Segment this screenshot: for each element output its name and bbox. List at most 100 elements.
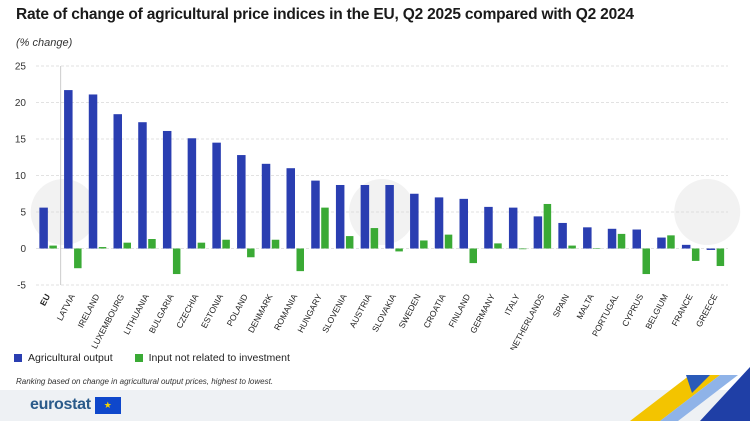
bar-input-not-investment — [98, 247, 107, 249]
bar-input-not-investment — [593, 248, 601, 249]
bar-input-not-investment — [172, 248, 181, 275]
eu-star-icon: ★ — [103, 399, 112, 410]
bar-input-not-investment — [247, 248, 255, 258]
x-tick-label: CROATIA — [421, 292, 447, 330]
legend: Agricultural output Input not related to… — [14, 352, 290, 364]
bar-input-not-investment — [222, 239, 230, 249]
bar-input-not-investment — [148, 239, 156, 249]
bar-agricultural-output — [261, 163, 271, 249]
bar-agricultural-output — [434, 197, 444, 249]
bar-agricultural-output — [88, 94, 98, 249]
bar-agricultural-output — [508, 207, 518, 249]
bar-input-not-investment — [123, 242, 131, 249]
x-tick-label: ITALY — [502, 292, 521, 317]
y-tick-label: 10 — [15, 171, 27, 182]
x-tick-label: GERMANY — [468, 292, 497, 335]
bar-input-not-investment — [321, 207, 329, 249]
x-tick-label: DENMARK — [246, 292, 275, 335]
bar-input-not-investment — [345, 236, 354, 249]
bar-agricultural-output — [459, 198, 468, 249]
y-tick-label: 20 — [15, 98, 27, 109]
eu-flag-icon: ★ — [94, 396, 121, 414]
legend-item-input: Input not related to investment — [134, 352, 290, 364]
x-tick-label: AUSTRIA — [347, 292, 373, 330]
bar-agricultural-output — [286, 168, 295, 249]
x-tick-label: SLOVAKIA — [370, 292, 398, 334]
bar-input-not-investment — [568, 245, 576, 249]
bar-input-not-investment — [494, 243, 502, 249]
x-tick-label: FINLAND — [446, 292, 472, 329]
bar-agricultural-output — [212, 142, 221, 249]
bar-input-not-investment — [518, 248, 527, 250]
bar-input-not-investment — [642, 248, 650, 275]
bar-agricultural-output — [583, 227, 592, 249]
footer-band — [0, 390, 750, 421]
bar-agricultural-output — [385, 184, 394, 249]
bar-agricultural-output — [410, 193, 419, 249]
legend-label-output: Agricultural output — [28, 352, 113, 364]
x-tick-label: LATVIA — [55, 292, 77, 322]
brand-name: eurostat — [30, 396, 91, 413]
legend-swatch-output — [14, 354, 22, 362]
x-tick-label: SLOVENIA — [320, 292, 349, 335]
bar-agricultural-output — [360, 184, 370, 249]
bar-agricultural-output — [113, 114, 122, 249]
y-tick-label: 5 — [20, 208, 26, 219]
legend-swatch-input — [134, 354, 143, 362]
eurostat-logo: eurostat ★ — [30, 396, 121, 414]
chart-subtitle: (% change) — [16, 37, 73, 49]
bar-agricultural-output — [187, 138, 197, 249]
bar-input-not-investment — [543, 203, 552, 249]
bar-agricultural-output — [335, 184, 345, 249]
bar-agricultural-output — [162, 130, 172, 249]
x-tick-label: IRELAND — [75, 292, 101, 329]
bar-input-not-investment — [617, 233, 626, 249]
bar-agricultural-output — [237, 155, 246, 249]
x-tick-label: BULGARIA — [147, 292, 176, 335]
legend-label-input: Input not related to investment — [148, 352, 290, 364]
bar-input-not-investment — [395, 248, 403, 252]
x-tick-label: CZECHIA — [174, 292, 200, 330]
bar-input-not-investment — [370, 228, 379, 249]
bar-chart: -5 0 5 10 15 20 25 EU LATVIAIRELANDLUXEMBOURGLI… — [15, 62, 741, 350]
y-tick-label: 0 — [20, 244, 26, 255]
bar-series — [39, 90, 725, 275]
bar-input-not-investment — [469, 248, 477, 264]
x-tick-label: SWEDEN — [396, 292, 422, 330]
x-tick-label: BELGIUM — [643, 292, 670, 330]
bar-input-not-investment — [420, 240, 428, 249]
bar-agricultural-output — [632, 229, 641, 249]
bar-agricultural-output — [681, 244, 691, 249]
legend-item-output: Agricultural output — [14, 352, 113, 364]
bar-input-not-investment — [197, 242, 206, 249]
bar-agricultural-output — [39, 207, 48, 249]
x-tick-label: SPAIN — [551, 292, 572, 319]
bar-input-not-investment — [296, 248, 304, 272]
y-axis: -5 0 5 10 15 20 25 — [15, 62, 27, 292]
chart-title: Rate of change of agricultural price ind… — [16, 6, 634, 23]
bar-input-not-investment — [271, 239, 280, 249]
corner-decoration — [630, 367, 750, 421]
bar-agricultural-output — [533, 216, 543, 249]
x-tick-label: ESTONIA — [199, 292, 225, 330]
y-tick-label: -5 — [17, 281, 26, 292]
bar-agricultural-output — [657, 237, 666, 249]
x-tick-label: MALTA — [574, 292, 596, 321]
y-tick-label: 25 — [15, 62, 27, 73]
bar-agricultural-output — [706, 248, 716, 250]
bar-agricultural-output — [64, 90, 73, 249]
bar-input-not-investment — [691, 248, 700, 261]
x-tick-label: ROMANIA — [272, 292, 300, 332]
footnote: Ranking based on change in agricultural … — [16, 377, 274, 386]
bar-agricultural-output — [484, 206, 493, 249]
x-tick-label: CYPRUS — [620, 292, 646, 328]
bar-agricultural-output — [607, 228, 617, 249]
x-tick-label: POLAND — [225, 292, 250, 328]
bar-input-not-investment — [667, 235, 675, 249]
x-tick-label: EU — [38, 292, 52, 307]
bar-agricultural-output — [558, 222, 567, 249]
bar-input-not-investment — [716, 248, 725, 267]
x-axis: EU LATVIAIRELANDLUXEMBOURGLITHUANIABULGAR… — [38, 292, 720, 350]
x-tick-label: FRANCE — [669, 292, 694, 328]
bar-input-not-investment — [49, 245, 57, 249]
